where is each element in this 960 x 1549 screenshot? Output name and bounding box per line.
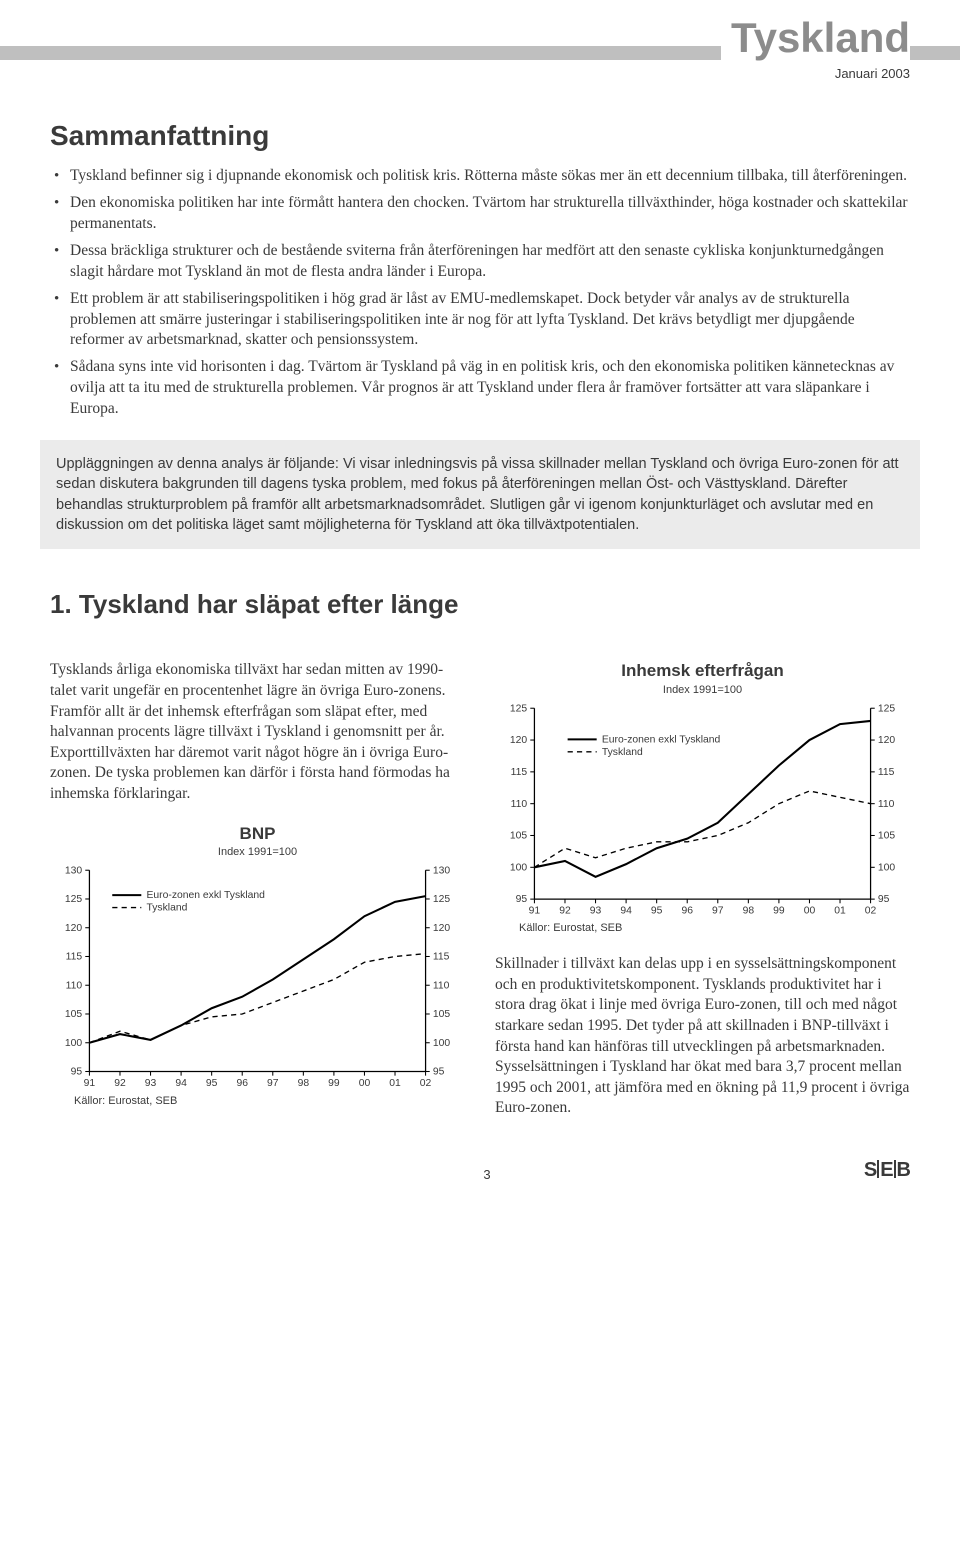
- svg-text:125: 125: [65, 894, 83, 905]
- svg-text:120: 120: [433, 923, 451, 934]
- svg-text:97: 97: [712, 905, 724, 916]
- svg-text:94: 94: [620, 905, 632, 916]
- left-paragraph: Tysklands årliga ekonomiska tillväxt har…: [50, 660, 465, 804]
- svg-text:100: 100: [510, 862, 528, 873]
- svg-text:120: 120: [878, 735, 896, 746]
- left-column: Tysklands årliga ekonomiska tillväxt har…: [50, 660, 465, 1119]
- chart-demand: Inhemsk efterfrågan Index 1991=100 95 95 1…: [495, 660, 910, 936]
- svg-text:99: 99: [773, 905, 785, 916]
- svg-text:Tyskland: Tyskland: [602, 746, 643, 757]
- chart-demand-title: Inhemsk efterfrågan: [495, 660, 910, 683]
- right-column: Inhemsk efterfrågan Index 1991=100 95 95 1…: [495, 660, 910, 1119]
- svg-text:Euro-zonen exkl Tyskland: Euro-zonen exkl Tyskland: [602, 734, 721, 745]
- svg-text:92: 92: [114, 1078, 126, 1089]
- svg-text:105: 105: [510, 830, 528, 841]
- summary-bullet: Den ekonomiska politiken har inte förmåt…: [50, 193, 910, 235]
- svg-text:115: 115: [433, 951, 450, 962]
- two-column-layout: Tysklands årliga ekonomiska tillväxt har…: [50, 660, 910, 1119]
- svg-text:96: 96: [681, 905, 693, 916]
- svg-text:100: 100: [878, 862, 896, 873]
- svg-text:91: 91: [529, 905, 541, 916]
- svg-text:02: 02: [420, 1078, 432, 1089]
- chart-bnp-subtitle: Index 1991=100: [50, 845, 465, 860]
- summary-bullet-list: Tyskland befinner sig i djupnande ekonom…: [50, 166, 910, 420]
- svg-text:110: 110: [878, 798, 895, 809]
- svg-text:91: 91: [84, 1078, 96, 1089]
- svg-text:94: 94: [175, 1078, 187, 1089]
- summary-bullet: Sådana syns inte vid horisonten i dag. T…: [50, 357, 910, 420]
- svg-text:125: 125: [510, 703, 528, 714]
- section-1-heading: 1. Tyskland har släpat efter länge: [50, 589, 910, 620]
- seb-logo: SEB: [864, 1159, 910, 1182]
- summary-bullet: Tyskland befinner sig i djupnande ekonom…: [50, 166, 910, 187]
- svg-text:115: 115: [66, 951, 83, 962]
- svg-text:02: 02: [865, 905, 877, 916]
- svg-text:110: 110: [511, 798, 528, 809]
- header: Tyskland Januari 2003: [50, 20, 910, 90]
- svg-text:92: 92: [559, 905, 571, 916]
- svg-text:120: 120: [510, 735, 528, 746]
- svg-text:115: 115: [878, 767, 895, 778]
- document-date: Januari 2003: [835, 66, 910, 81]
- svg-text:105: 105: [65, 1009, 83, 1020]
- svg-text:96: 96: [236, 1078, 248, 1089]
- svg-text:125: 125: [878, 703, 896, 714]
- svg-text:105: 105: [433, 1009, 451, 1020]
- svg-text:99: 99: [328, 1078, 340, 1089]
- svg-text:01: 01: [834, 905, 846, 916]
- svg-text:130: 130: [65, 865, 83, 876]
- svg-text:98: 98: [298, 1078, 310, 1089]
- chart-demand-svg: 95 95 100 100 105 105 110 110 115 115 120 120 125 125…: [495, 702, 910, 920]
- footer: 3 SEB: [50, 1159, 910, 1182]
- svg-text:110: 110: [433, 980, 450, 991]
- svg-text:00: 00: [359, 1078, 371, 1089]
- svg-text:95: 95: [433, 1066, 445, 1077]
- intro-box: Uppläggningen av denna analys är följand…: [40, 440, 920, 549]
- summary-bullet: Dessa bräckliga strukturer och de beståe…: [50, 241, 910, 283]
- chart-bnp: BNP Index 1991=100 95 95 100 100 105 105 110 11…: [50, 823, 465, 1109]
- svg-text:125: 125: [433, 894, 451, 905]
- svg-text:95: 95: [71, 1066, 83, 1077]
- svg-text:110: 110: [66, 980, 83, 991]
- right-paragraph: Skillnader i tillväxt kan delas upp i en…: [495, 954, 910, 1119]
- svg-text:100: 100: [433, 1038, 451, 1049]
- svg-text:95: 95: [878, 894, 890, 905]
- chart-demand-source: Källor: Eurostat, SEB: [519, 921, 910, 936]
- svg-text:120: 120: [65, 923, 83, 934]
- svg-text:00: 00: [804, 905, 816, 916]
- svg-text:Tyskland: Tyskland: [146, 903, 187, 914]
- svg-text:93: 93: [590, 905, 602, 916]
- svg-text:95: 95: [206, 1078, 218, 1089]
- svg-text:01: 01: [389, 1078, 401, 1089]
- svg-text:97: 97: [267, 1078, 279, 1089]
- summary-heading: Sammanfattning: [50, 120, 910, 152]
- chart-bnp-title: BNP: [50, 823, 465, 846]
- chart-demand-subtitle: Index 1991=100: [495, 683, 910, 698]
- svg-text:130: 130: [433, 865, 451, 876]
- chart-bnp-svg: 95 95 100 100 105 105 110 110 115 115 120 120 125 125…: [50, 864, 465, 1092]
- svg-text:95: 95: [651, 905, 663, 916]
- svg-text:Euro-zonen exkl Tyskland: Euro-zonen exkl Tyskland: [146, 890, 265, 901]
- page-number: 3: [110, 1167, 864, 1182]
- svg-text:100: 100: [65, 1038, 83, 1049]
- document-title: Tyskland: [721, 14, 910, 62]
- svg-text:115: 115: [511, 767, 528, 778]
- svg-text:105: 105: [878, 830, 896, 841]
- svg-text:95: 95: [516, 894, 528, 905]
- svg-text:93: 93: [145, 1078, 157, 1089]
- summary-bullet: Ett problem är att stabiliseringspolitik…: [50, 289, 910, 352]
- chart-bnp-source: Källor: Eurostat, SEB: [74, 1094, 465, 1109]
- svg-text:98: 98: [743, 905, 755, 916]
